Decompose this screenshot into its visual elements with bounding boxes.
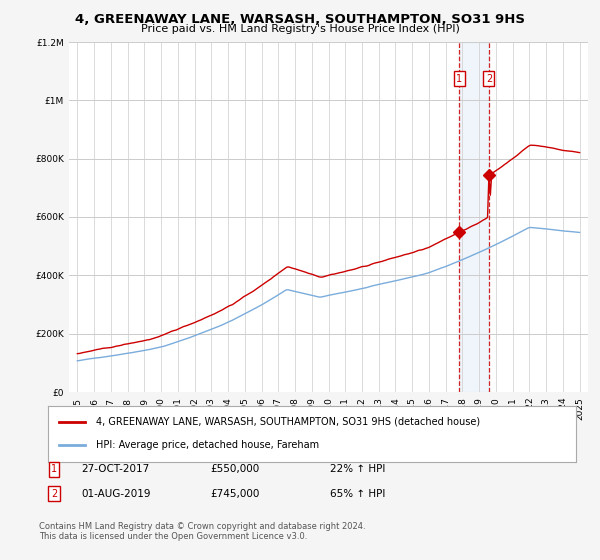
Text: 2: 2 (486, 74, 492, 84)
Text: 1: 1 (457, 74, 463, 84)
Text: 22% ↑ HPI: 22% ↑ HPI (330, 464, 385, 474)
Text: £745,000: £745,000 (210, 489, 259, 499)
Text: 4, GREENAWAY LANE, WARSASH, SOUTHAMPTON, SO31 9HS: 4, GREENAWAY LANE, WARSASH, SOUTHAMPTON,… (75, 13, 525, 26)
Text: 2: 2 (51, 489, 57, 499)
Text: 65% ↑ HPI: 65% ↑ HPI (330, 489, 385, 499)
Text: 4, GREENAWAY LANE, WARSASH, SOUTHAMPTON, SO31 9HS (detached house): 4, GREENAWAY LANE, WARSASH, SOUTHAMPTON,… (95, 417, 479, 427)
Text: £550,000: £550,000 (210, 464, 259, 474)
Text: 1: 1 (51, 464, 57, 474)
Text: Contains HM Land Registry data © Crown copyright and database right 2024.
This d: Contains HM Land Registry data © Crown c… (39, 522, 365, 542)
Bar (460, 42, 489, 392)
Text: HPI: Average price, detached house, Fareham: HPI: Average price, detached house, Fare… (95, 440, 319, 450)
Text: 01-AUG-2019: 01-AUG-2019 (81, 489, 151, 499)
Text: Price paid vs. HM Land Registry's House Price Index (HPI): Price paid vs. HM Land Registry's House … (140, 24, 460, 34)
Text: 27-OCT-2017: 27-OCT-2017 (81, 464, 149, 474)
